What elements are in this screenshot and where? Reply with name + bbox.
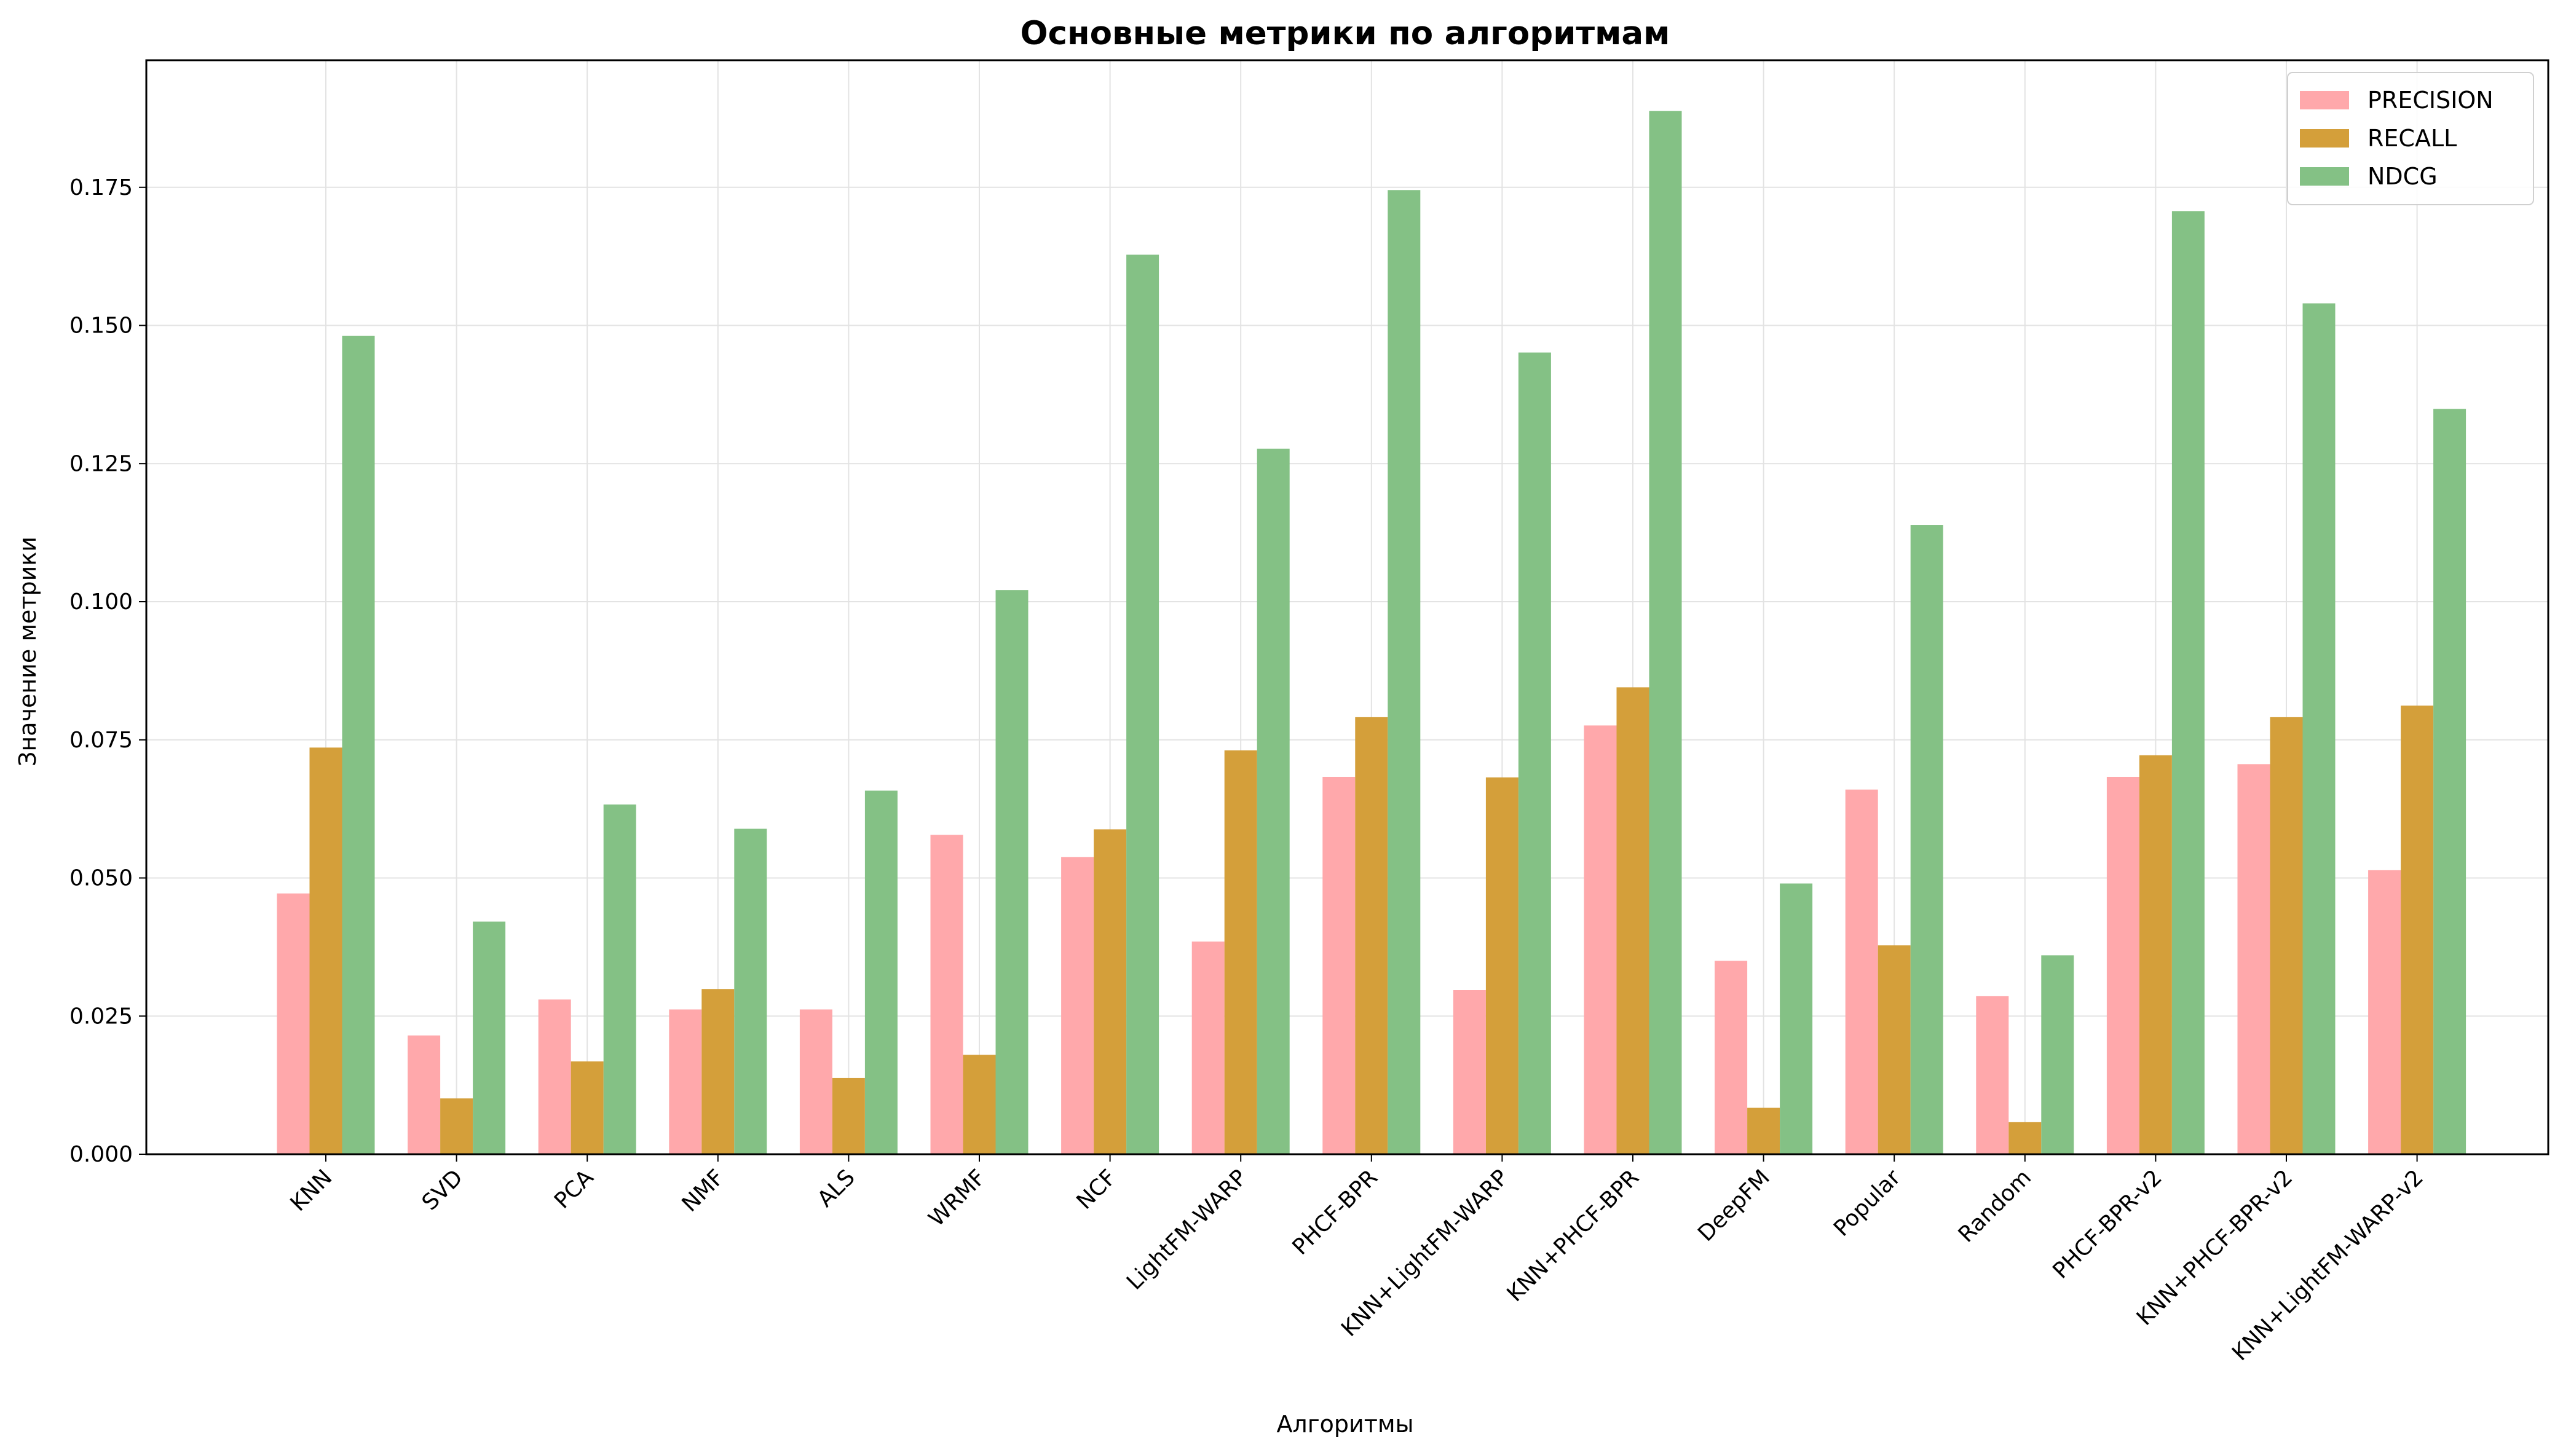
bar-precision: [930, 835, 963, 1154]
y-tick-label: 0.000: [69, 1142, 133, 1167]
legend-swatch-recall: [2300, 129, 2349, 148]
grid: [146, 60, 2548, 1155]
bar-ndcg: [342, 336, 375, 1154]
bar-precision: [1322, 776, 1356, 1154]
bar-ndcg: [603, 804, 636, 1154]
bar-precision: [669, 1009, 702, 1154]
bar-precision: [1976, 996, 2009, 1154]
legend-label-ndcg: NDCG: [2368, 163, 2438, 190]
bar-precision: [408, 1035, 441, 1154]
bar-precision: [799, 1009, 832, 1154]
bar-recall: [1355, 717, 1388, 1154]
bar-precision: [277, 893, 310, 1154]
bar-recall: [1747, 1108, 1780, 1154]
chart-title: Основные метрики по алгоритмам: [1021, 15, 1670, 52]
bar-recall: [1485, 777, 1518, 1154]
y-tick-label: 0.075: [69, 728, 133, 753]
bar-recall: [1878, 945, 1911, 1154]
bar-precision: [1845, 789, 1878, 1154]
bar-recall: [2139, 755, 2172, 1154]
bar-precision: [1584, 725, 1617, 1154]
bar-ndcg: [1388, 190, 1421, 1154]
bar-recall: [701, 989, 735, 1154]
y-tick-label: 0.050: [69, 866, 133, 891]
bar-precision: [538, 999, 571, 1154]
bar-ndcg: [1518, 352, 1551, 1154]
bar-precision: [2106, 776, 2139, 1154]
y-axis-label: Значение метрики: [14, 537, 41, 766]
bar-recall: [1616, 687, 1649, 1154]
y-tick-label: 0.025: [69, 1004, 133, 1029]
bar-ndcg: [1910, 525, 1943, 1154]
bar-ndcg: [2302, 303, 2336, 1154]
y-tick-label: 0.175: [69, 175, 133, 200]
x-axis-label: Алгоритмы: [1276, 1411, 1413, 1438]
legend-label-precision: PRECISION: [2368, 87, 2494, 114]
bar-recall: [440, 1098, 473, 1154]
y-tick-label: 0.125: [69, 451, 133, 476]
legend-label-recall: RECALL: [2368, 125, 2457, 152]
bar-ndcg: [1649, 111, 1682, 1155]
bar-recall: [832, 1077, 865, 1154]
bar-ndcg: [864, 790, 898, 1154]
legend-swatch-precision: [2300, 91, 2349, 109]
bar-ndcg: [1126, 254, 1159, 1154]
y-axis: 0.000 0.025 0.050 0.075 0.100 0.125 0.150 0.175: [69, 175, 146, 1167]
bar-recall: [2008, 1122, 2042, 1154]
bar-ndcg: [2171, 211, 2205, 1154]
bar-precision: [1715, 961, 1748, 1154]
bar-ndcg: [734, 828, 767, 1154]
bar-ndcg: [1780, 883, 1813, 1154]
bar-precision: [1061, 857, 1094, 1154]
bar-precision: [2368, 870, 2401, 1154]
bar-recall: [1094, 829, 1127, 1154]
bar-recall: [2270, 717, 2303, 1154]
bar-precision: [2237, 764, 2270, 1154]
bar-ndcg: [995, 590, 1029, 1154]
bar-recall: [571, 1061, 604, 1154]
bar-ndcg: [1257, 448, 1290, 1154]
plot-frame: [145, 59, 2549, 1155]
bar-precision: [1191, 941, 1225, 1154]
bars: [277, 111, 2466, 1155]
bar-recall: [2401, 706, 2434, 1154]
bar-recall: [963, 1055, 996, 1154]
bar-precision: [1453, 990, 1486, 1154]
bar-recall: [1224, 750, 1257, 1154]
bar-ndcg: [473, 921, 506, 1154]
bar-ndcg: [2041, 955, 2074, 1154]
y-tick-label: 0.100: [69, 589, 133, 615]
legend: PRECISION RECALL NDCG: [2287, 72, 2534, 205]
bar-ndcg: [2433, 409, 2466, 1154]
y-tick-label: 0.150: [69, 313, 133, 339]
bar-recall: [309, 747, 342, 1154]
legend-swatch-ndcg: [2300, 167, 2349, 186]
